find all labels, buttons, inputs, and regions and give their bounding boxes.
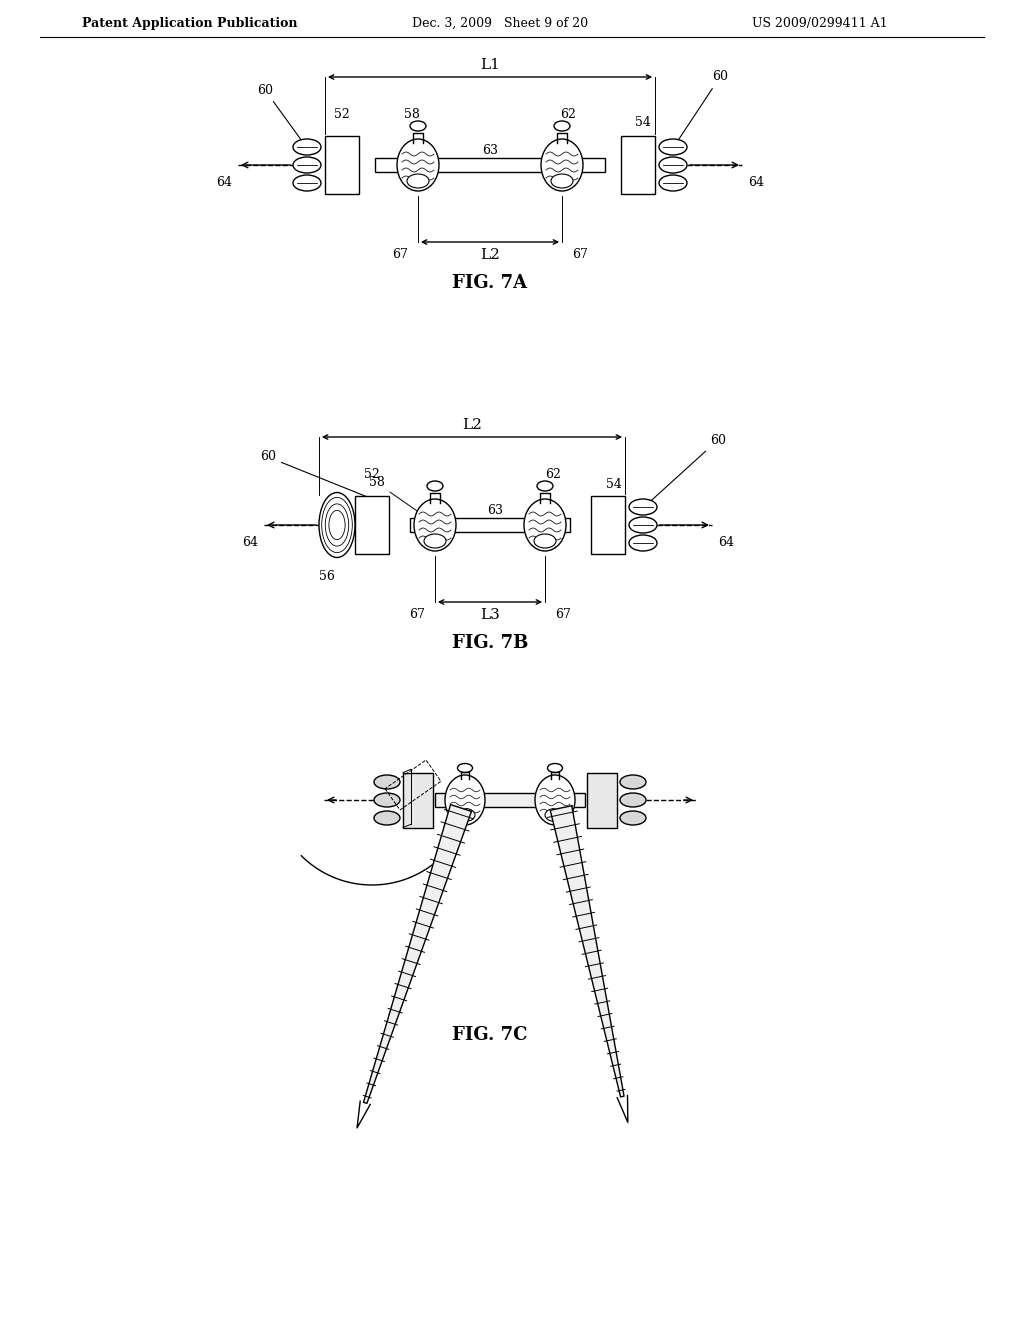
Text: Dec. 3, 2009   Sheet 9 of 20: Dec. 3, 2009 Sheet 9 of 20: [412, 16, 588, 29]
Polygon shape: [364, 805, 471, 1104]
Text: US 2009/0299411 A1: US 2009/0299411 A1: [753, 16, 888, 29]
Ellipse shape: [620, 810, 646, 825]
Ellipse shape: [410, 121, 426, 131]
Text: 60: 60: [645, 433, 726, 506]
Text: L3: L3: [480, 609, 500, 622]
Bar: [435, 793, 585, 807]
Ellipse shape: [427, 480, 443, 491]
Bar: [621, 136, 655, 194]
Text: 62: 62: [545, 469, 561, 482]
Ellipse shape: [620, 793, 646, 807]
Text: FIG. 7B: FIG. 7B: [452, 634, 528, 652]
Text: 56: 56: [319, 570, 335, 583]
Ellipse shape: [659, 157, 687, 173]
Text: 58: 58: [404, 108, 420, 121]
Text: 67: 67: [555, 609, 571, 622]
Polygon shape: [550, 805, 624, 1097]
Text: 60: 60: [260, 450, 373, 499]
Ellipse shape: [455, 808, 475, 821]
Ellipse shape: [293, 157, 321, 173]
Ellipse shape: [535, 775, 575, 825]
Ellipse shape: [397, 139, 439, 191]
Ellipse shape: [407, 174, 429, 187]
Text: L2: L2: [480, 248, 500, 261]
Text: 54: 54: [635, 116, 651, 129]
Text: 67: 67: [409, 609, 425, 622]
Ellipse shape: [293, 176, 321, 191]
Text: 64: 64: [748, 177, 764, 190]
Ellipse shape: [537, 480, 553, 491]
Text: 52: 52: [365, 469, 380, 482]
Ellipse shape: [629, 499, 657, 515]
Text: FIG. 7C: FIG. 7C: [453, 1026, 527, 1044]
Ellipse shape: [293, 139, 321, 154]
Ellipse shape: [548, 763, 562, 772]
Ellipse shape: [659, 139, 687, 154]
Ellipse shape: [424, 535, 446, 548]
Text: 67: 67: [572, 248, 588, 261]
Ellipse shape: [445, 775, 485, 825]
Text: 58: 58: [369, 477, 427, 517]
Ellipse shape: [534, 535, 556, 548]
Text: 63: 63: [487, 504, 503, 517]
Ellipse shape: [629, 517, 657, 533]
Text: 67: 67: [392, 248, 408, 261]
Text: 60: 60: [675, 70, 728, 145]
Ellipse shape: [374, 775, 400, 789]
Bar: [355, 496, 389, 554]
Bar: [325, 136, 359, 194]
Ellipse shape: [545, 808, 565, 821]
Text: L2: L2: [462, 418, 482, 432]
Ellipse shape: [551, 174, 573, 187]
Text: 54: 54: [606, 479, 622, 491]
Text: 62: 62: [560, 108, 575, 121]
Ellipse shape: [319, 492, 355, 557]
Text: 64: 64: [718, 536, 734, 549]
Text: 64: 64: [216, 177, 232, 190]
Text: 64: 64: [242, 536, 258, 549]
Bar: [410, 517, 570, 532]
Ellipse shape: [524, 499, 566, 550]
Ellipse shape: [374, 793, 400, 807]
Text: 60: 60: [257, 83, 305, 145]
Ellipse shape: [374, 810, 400, 825]
Text: 63: 63: [482, 144, 498, 157]
Bar: [375, 158, 605, 172]
Ellipse shape: [541, 139, 583, 191]
Bar: [591, 496, 625, 554]
Text: L1: L1: [480, 58, 500, 73]
Ellipse shape: [629, 535, 657, 550]
Ellipse shape: [659, 176, 687, 191]
Bar: [403, 772, 433, 828]
Ellipse shape: [620, 775, 646, 789]
Text: FIG. 7A: FIG. 7A: [453, 275, 527, 292]
Ellipse shape: [414, 499, 456, 550]
Text: Patent Application Publication: Patent Application Publication: [82, 16, 298, 29]
Bar: [587, 772, 617, 828]
Text: 52: 52: [334, 108, 350, 121]
Ellipse shape: [554, 121, 570, 131]
Ellipse shape: [458, 763, 472, 772]
